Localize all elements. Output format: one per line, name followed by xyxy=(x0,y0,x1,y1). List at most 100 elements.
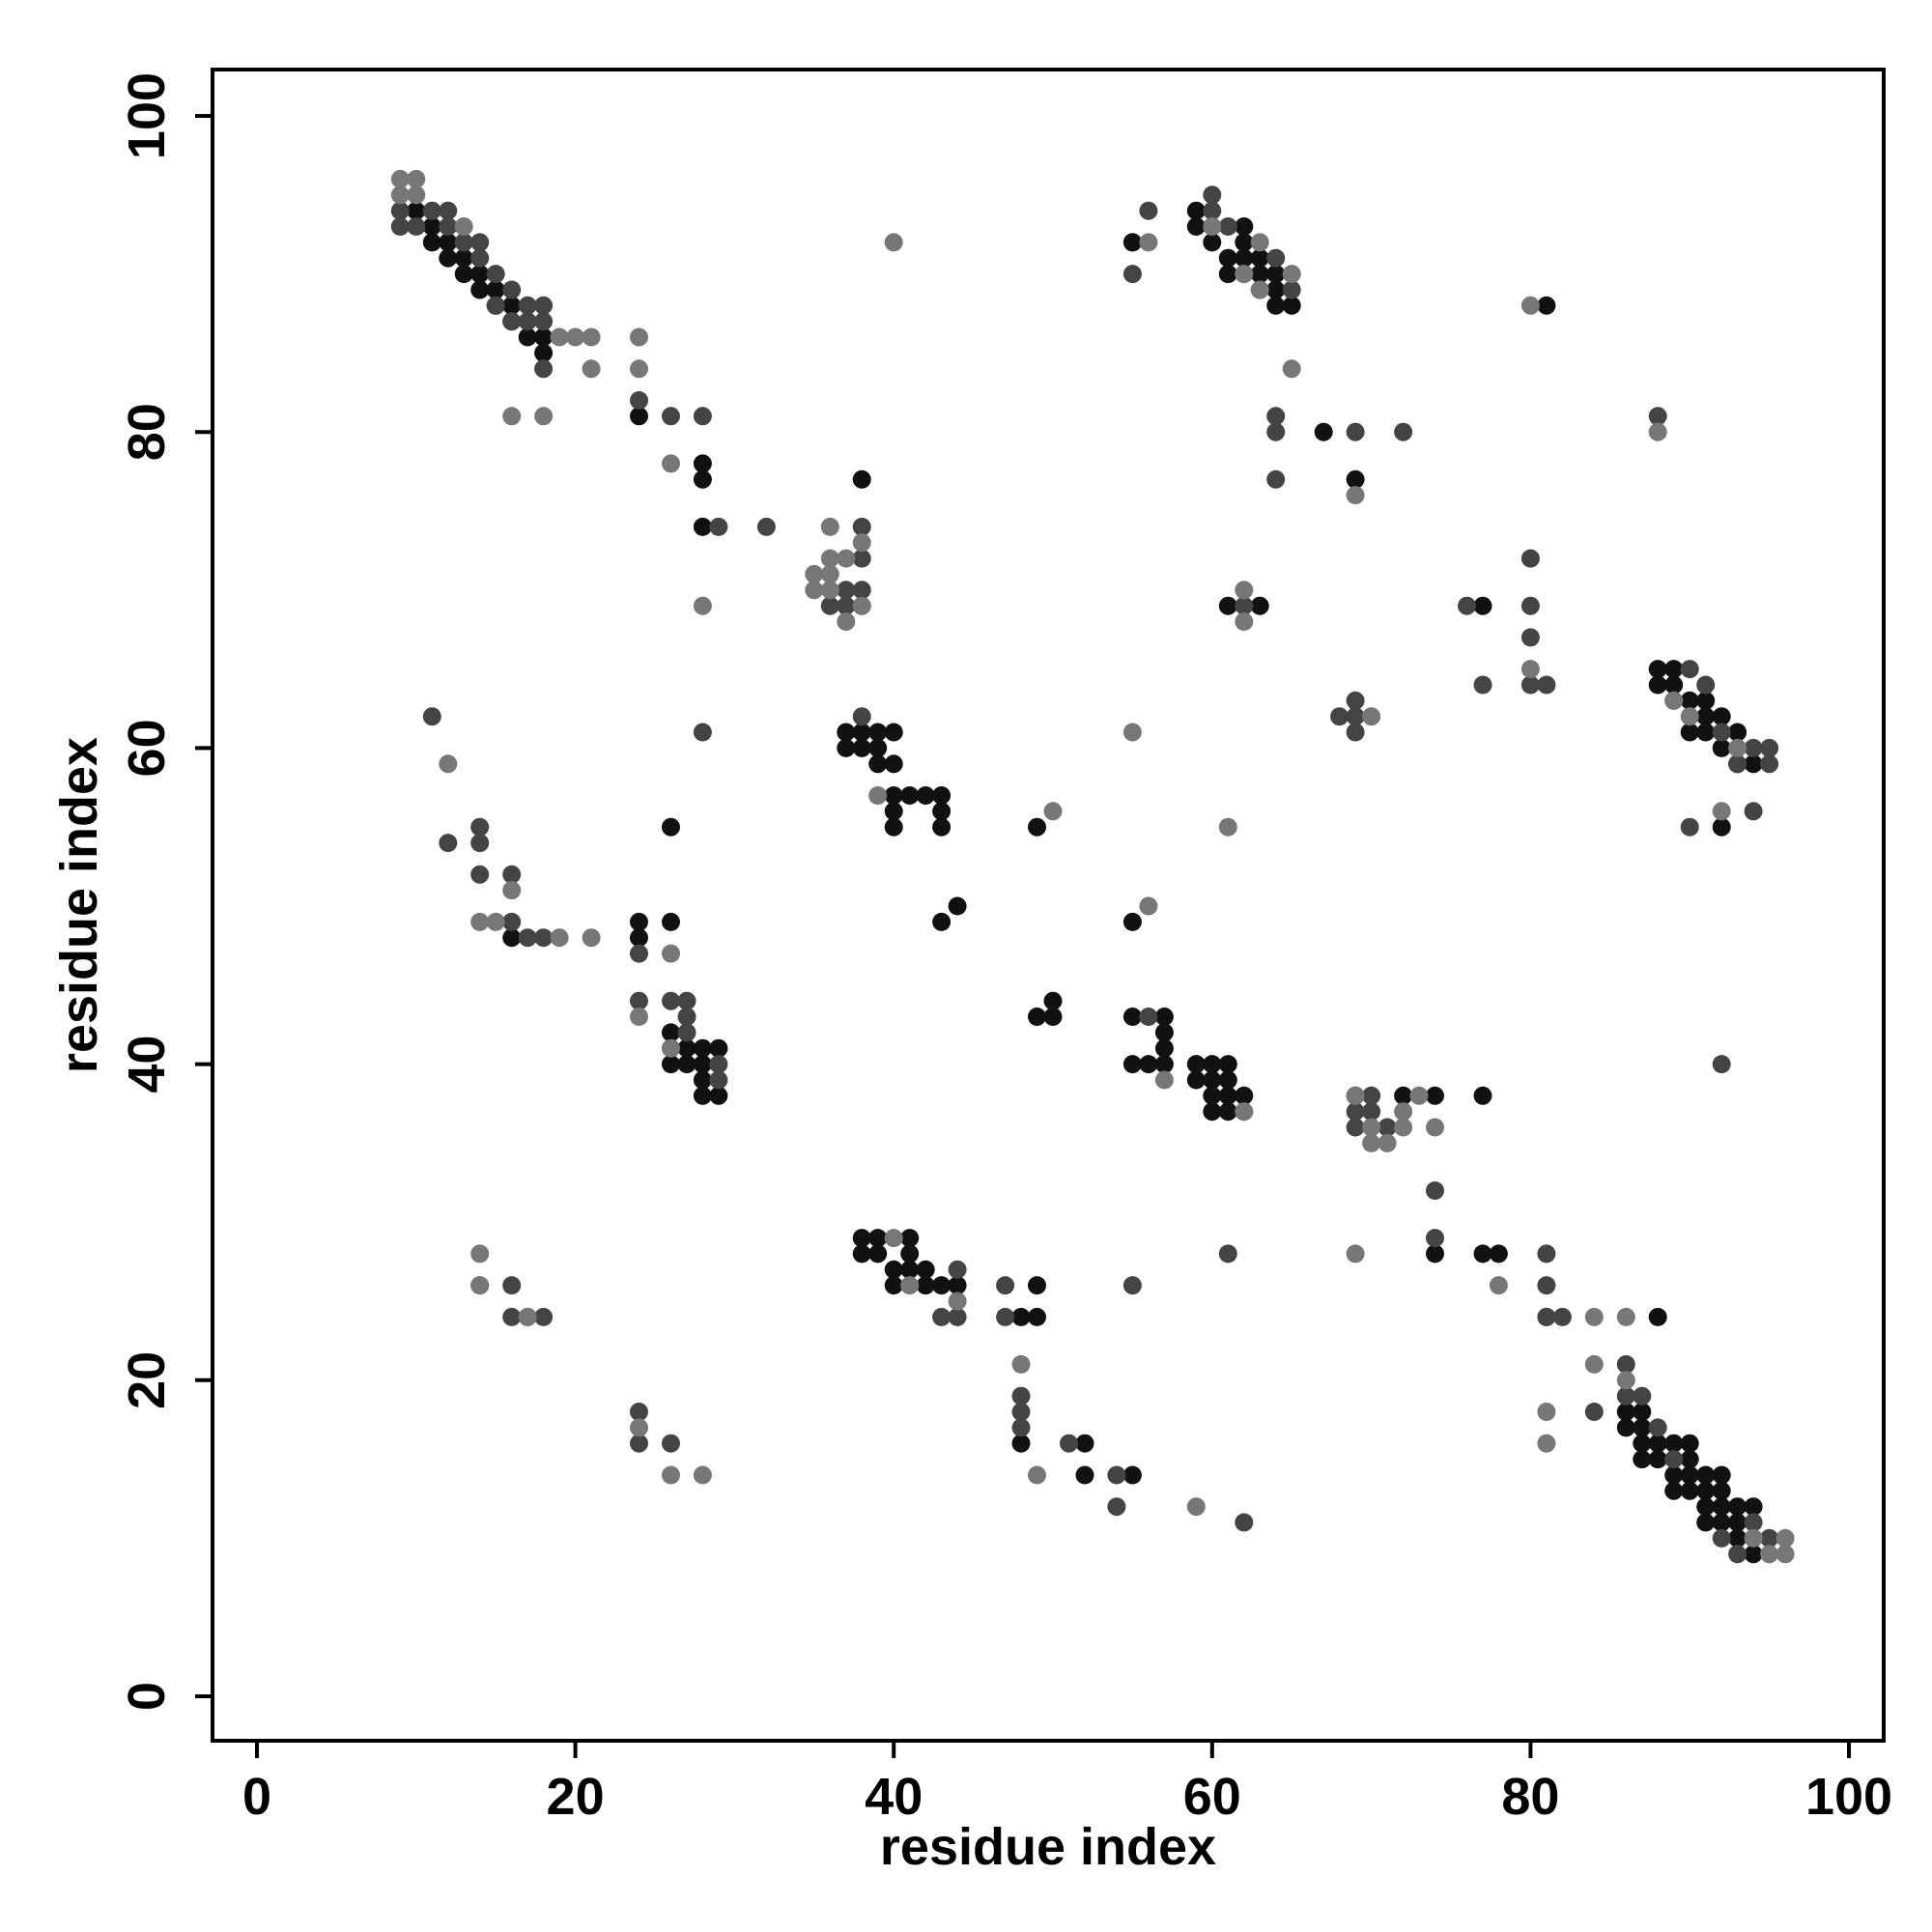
data-point xyxy=(1122,1276,1142,1295)
data-point xyxy=(1122,912,1142,931)
data-point xyxy=(1776,1528,1795,1548)
x-tick-label: 40 xyxy=(865,1768,923,1826)
data-point xyxy=(1680,1450,1699,1469)
data-point xyxy=(1218,1086,1237,1105)
data-point xyxy=(486,280,505,299)
data-point xyxy=(1362,1086,1381,1105)
data-point xyxy=(1680,707,1699,726)
data-point xyxy=(1744,754,1763,774)
data-point xyxy=(900,1276,920,1295)
data-point xyxy=(709,517,728,536)
data-point xyxy=(1250,280,1269,299)
data-point xyxy=(709,1070,728,1090)
data-point xyxy=(1235,1513,1254,1532)
data-point xyxy=(1203,233,1222,252)
data-point xyxy=(1552,1307,1572,1326)
data-point xyxy=(1346,1086,1365,1105)
data-point xyxy=(502,928,522,948)
data-point xyxy=(1473,1244,1492,1264)
data-point xyxy=(534,327,554,347)
data-point xyxy=(1203,1086,1222,1105)
data-point xyxy=(662,1055,680,1074)
data-point xyxy=(1728,1497,1747,1517)
data-point xyxy=(1203,201,1222,220)
data-point xyxy=(1139,1008,1158,1026)
data-point xyxy=(884,754,903,774)
data-point xyxy=(1537,1244,1556,1264)
data-point xyxy=(693,596,712,615)
data-point xyxy=(407,217,426,236)
data-point xyxy=(534,359,554,379)
data-point xyxy=(1250,596,1269,615)
data-point xyxy=(486,265,505,284)
data-point xyxy=(630,391,648,410)
data-point xyxy=(1028,817,1046,837)
data-point xyxy=(1744,802,1763,821)
data-point xyxy=(1744,1497,1763,1517)
data-point xyxy=(550,928,569,948)
data-point xyxy=(1139,201,1158,220)
data-point xyxy=(1186,1497,1206,1517)
data-point xyxy=(932,912,952,931)
data-point xyxy=(1712,817,1731,837)
data-point xyxy=(820,549,839,568)
data-point xyxy=(486,912,505,931)
data-point xyxy=(1122,1465,1142,1485)
data-point xyxy=(1648,1307,1667,1326)
data-point xyxy=(1728,1545,1747,1564)
data-point xyxy=(1043,802,1063,821)
data-point xyxy=(884,1260,903,1279)
data-point xyxy=(1648,407,1667,426)
data-point xyxy=(1616,1403,1635,1421)
data-point xyxy=(1028,1008,1046,1026)
data-point xyxy=(868,723,888,742)
data-point xyxy=(1633,1450,1652,1469)
data-point xyxy=(1218,596,1237,615)
data-point xyxy=(1712,1528,1731,1548)
data-point xyxy=(837,612,856,631)
data-point xyxy=(868,754,888,774)
data-point xyxy=(1043,1008,1063,1026)
data-point xyxy=(948,1292,967,1311)
data-point xyxy=(662,1038,680,1058)
data-point xyxy=(948,1260,967,1279)
x-tick-label: 100 xyxy=(1805,1768,1892,1826)
data-point xyxy=(868,786,888,805)
data-point xyxy=(534,407,554,426)
data-point xyxy=(709,1055,728,1074)
data-point xyxy=(1075,1434,1094,1453)
data-point xyxy=(1426,1244,1444,1264)
data-point xyxy=(948,1307,967,1326)
data-point xyxy=(1139,896,1158,916)
data-point xyxy=(837,596,856,615)
data-point xyxy=(439,201,458,220)
data-point xyxy=(900,786,920,805)
data-point xyxy=(1680,1434,1699,1453)
data-point xyxy=(805,581,824,600)
data-point xyxy=(1218,217,1237,236)
data-point xyxy=(470,912,490,931)
data-point xyxy=(1203,1055,1222,1074)
data-point xyxy=(1060,1434,1078,1453)
data-point xyxy=(1728,738,1747,757)
data-point xyxy=(1664,1434,1684,1453)
data-point xyxy=(1266,248,1286,268)
data-point xyxy=(1043,991,1063,1010)
data-point xyxy=(1584,1354,1604,1374)
data-point xyxy=(566,327,585,347)
data-point xyxy=(852,1229,871,1248)
data-point xyxy=(1122,265,1142,284)
data-point xyxy=(884,1229,903,1248)
data-point xyxy=(1266,280,1286,299)
data-point xyxy=(502,1307,522,1326)
data-point xyxy=(1537,1307,1556,1326)
data-point xyxy=(1282,280,1301,299)
data-point xyxy=(1776,1545,1795,1564)
data-point xyxy=(852,533,871,553)
data-point xyxy=(1728,1528,1747,1548)
data-point xyxy=(1489,1276,1508,1295)
data-point xyxy=(677,991,696,1010)
data-point xyxy=(693,1465,712,1485)
data-point xyxy=(454,265,473,284)
data-point xyxy=(1696,1465,1716,1485)
